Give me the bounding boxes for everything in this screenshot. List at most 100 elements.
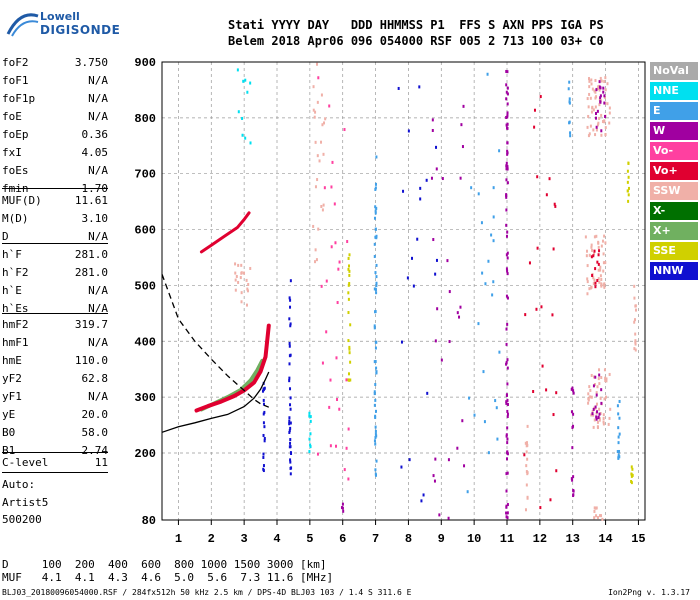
echo-dot — [463, 464, 466, 468]
param-name: fxI — [2, 146, 22, 159]
echo-dot — [592, 128, 595, 132]
echo-dot — [593, 506, 596, 510]
echo-dot — [506, 296, 509, 300]
echo-dot — [569, 134, 572, 138]
echo-dot — [330, 185, 333, 189]
echo-dot — [333, 202, 336, 206]
echo-dot — [590, 78, 593, 82]
echo-dot — [323, 186, 326, 190]
echo-dot — [318, 159, 321, 163]
echo-dot — [604, 133, 607, 137]
param-name: MUF(D) — [2, 194, 42, 207]
echo-dot — [473, 413, 476, 417]
echo-dot — [400, 465, 403, 469]
echo-dot — [598, 368, 601, 372]
echo-dot — [506, 412, 509, 416]
echo-dot — [545, 193, 548, 197]
echo-dot — [375, 275, 378, 279]
echo-dot — [348, 351, 351, 355]
echo-dot — [602, 420, 605, 424]
param-c-level: C-level 11 — [2, 456, 108, 474]
x-tick-label: 14 — [598, 532, 612, 546]
echo-dot — [312, 224, 315, 228]
echo-dot — [586, 125, 589, 129]
echo-dot — [375, 155, 378, 159]
echo-dot — [506, 322, 509, 326]
echo-dot — [506, 511, 509, 515]
x-tick-label: 15 — [631, 532, 645, 546]
param-name: foE — [2, 110, 22, 123]
echo-dot — [598, 249, 601, 253]
echo-dot — [320, 284, 323, 288]
echo-dot — [505, 401, 508, 405]
plot-frame — [161, 61, 646, 521]
echo-dot — [633, 320, 636, 324]
legend-item-sse: SSE — [650, 242, 698, 260]
echo-dot — [448, 340, 451, 344]
echo-dot — [596, 260, 599, 264]
echo-dot — [594, 105, 597, 109]
echo-dot — [456, 446, 459, 450]
echo-dot — [309, 419, 312, 423]
echo-dot — [375, 263, 378, 267]
muf-row: MUF 4.1 4.1 4.3 4.6 5.0 5.6 7.3 11.6 [MH… — [2, 571, 334, 584]
echo-dot — [325, 279, 328, 283]
echo-dot — [626, 189, 629, 193]
echo-dot — [262, 421, 265, 425]
echo-dot — [630, 472, 633, 476]
echo-dot — [588, 92, 591, 96]
param-value: 62.8 — [81, 372, 109, 385]
echo-dot — [590, 255, 593, 259]
echo-dot — [347, 267, 350, 271]
echo-dot — [288, 422, 291, 426]
echo-dot — [593, 252, 596, 256]
echo-dot — [347, 378, 350, 382]
param-value: N/A — [88, 74, 108, 87]
echo-dot — [241, 116, 244, 120]
echo-dot — [481, 271, 484, 275]
echo-dot — [374, 472, 377, 476]
echo-dot — [594, 96, 597, 100]
echo-dot — [525, 483, 528, 487]
echo-dot — [595, 402, 598, 406]
echo-dot — [602, 90, 605, 94]
echo-dot — [240, 300, 243, 304]
echo-dot — [506, 256, 509, 260]
echo-dot — [240, 263, 243, 267]
echo-dot — [375, 366, 378, 370]
echo-dot — [603, 234, 606, 238]
echo-dot — [603, 397, 606, 401]
echo-dot — [545, 388, 548, 392]
param-value: N/A — [88, 302, 108, 315]
y-tick-label: 300 — [134, 391, 156, 405]
echo-dot — [552, 247, 555, 251]
echo-dot — [348, 264, 351, 268]
param-value: 11.61 — [74, 194, 108, 207]
echo-dot — [595, 88, 598, 92]
echo-dot — [609, 407, 612, 411]
echo-dot — [316, 100, 319, 104]
echo-dot — [373, 390, 376, 394]
echo-dot — [599, 514, 602, 518]
echo-dot — [586, 249, 589, 253]
param-name: hmF2 — [2, 318, 29, 331]
echo-dot — [249, 266, 252, 270]
echo-dot — [594, 267, 597, 271]
echo-dot — [321, 123, 324, 127]
echo-dot — [555, 469, 558, 473]
param-value: 58.0 — [81, 426, 109, 439]
echo-dot — [617, 426, 620, 430]
echo-dot — [597, 268, 600, 272]
echo-dot — [505, 515, 508, 519]
echo-dot — [374, 468, 377, 472]
echo-dot — [342, 509, 345, 513]
echo-dot — [505, 97, 508, 101]
echo-dot — [341, 506, 344, 510]
echo-dot — [587, 392, 590, 396]
echo-dot — [411, 256, 414, 260]
echo-dot — [505, 194, 508, 198]
echo-dot — [598, 412, 601, 416]
echo-dot — [599, 274, 602, 278]
echo-dot — [570, 410, 573, 414]
echo-dot — [505, 223, 508, 227]
